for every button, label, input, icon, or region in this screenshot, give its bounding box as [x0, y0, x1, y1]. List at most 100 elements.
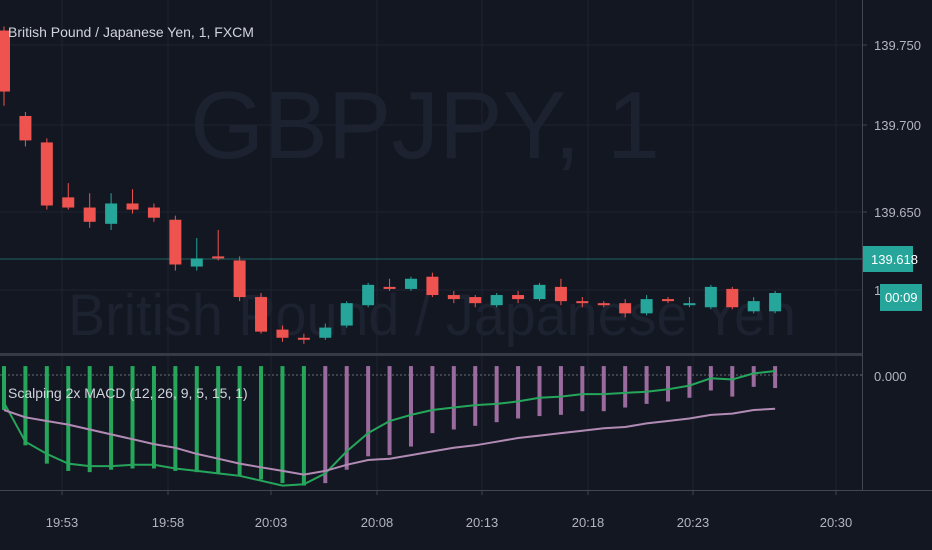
grid-lines — [0, 0, 862, 490]
candle-body — [340, 303, 353, 326]
pane-divider[interactable] — [0, 353, 862, 356]
candle-body — [640, 299, 653, 314]
macd-bar — [601, 366, 606, 412]
candle-body — [105, 203, 118, 224]
macd-bar — [323, 366, 328, 484]
candle-body — [597, 303, 610, 306]
macd-bar — [280, 366, 285, 484]
candle-body — [447, 295, 460, 300]
candle-body — [297, 337, 310, 340]
candle-body — [83, 207, 96, 222]
candle-body — [619, 303, 632, 314]
time-tick-label: 19:58 — [152, 515, 185, 530]
macd-line-green — [3, 370, 776, 487]
time-axis-border — [0, 490, 932, 491]
candle-body — [276, 329, 289, 338]
candle-body — [255, 297, 268, 332]
candle-body — [0, 30, 10, 92]
candle-body — [554, 286, 567, 302]
candle-body — [319, 327, 332, 338]
candle-body — [233, 260, 246, 298]
macd-bar — [666, 366, 671, 402]
macd-bar — [644, 366, 649, 404]
countdown-badge — [880, 284, 922, 311]
candle-body — [169, 219, 182, 265]
time-tick-label: 20:30 — [820, 515, 853, 530]
macd-bar — [259, 366, 264, 480]
macd-bar — [151, 366, 156, 469]
candle-body — [512, 295, 525, 300]
macd-line-purple — [3, 407, 776, 476]
macd-bar — [44, 366, 49, 464]
candle-body — [362, 284, 375, 306]
candle-body — [683, 303, 696, 306]
macd-histogram — [2, 366, 778, 486]
macd-bar — [773, 366, 778, 389]
candle-body — [62, 197, 75, 208]
time-axis[interactable]: 19:53 19:58 20:03 20:08 20:13 20:18 20:23 20:30 — [46, 490, 853, 530]
candle-body — [383, 286, 396, 289]
macd-bar — [87, 366, 92, 473]
time-tick-label: 20:18 — [572, 515, 605, 530]
time-tick-label: 20:23 — [677, 515, 710, 530]
macd-bar — [430, 366, 435, 434]
macd-bar — [623, 366, 628, 408]
macd-bar — [387, 366, 392, 456]
time-tick-label: 20:03 — [255, 515, 288, 530]
macd-signal-lines — [3, 370, 776, 487]
countdown-value: 00:09 — [885, 290, 918, 305]
macd-bar — [130, 366, 135, 469]
macd-bar — [173, 366, 178, 471]
price-tick-label: 139.650 — [874, 205, 921, 220]
time-tick-label: 20:08 — [361, 515, 394, 530]
macd-bar — [2, 366, 6, 410]
price-tick-label: 139.750 — [874, 38, 921, 53]
candle-body — [40, 142, 53, 206]
last-price-badge — [863, 246, 913, 272]
candle-body — [490, 295, 503, 306]
candle-body — [576, 301, 589, 304]
price-tick-label: 139.700 — [874, 118, 921, 133]
candlestick-series — [0, 26, 782, 344]
macd-bar — [237, 366, 242, 476]
macd-bar — [537, 366, 542, 417]
macd-bar — [494, 366, 499, 423]
last-price-value: 139.618 — [871, 252, 918, 267]
candle-body — [747, 301, 760, 312]
candle-body — [726, 288, 739, 308]
watermark-symbol: GBPJPY, 1 — [190, 72, 660, 179]
macd-bar — [408, 366, 413, 447]
time-tick-label: 20:13 — [466, 515, 499, 530]
macd-bar — [558, 366, 563, 415]
candle-body — [469, 297, 482, 304]
candle-body — [533, 284, 546, 300]
macd-zero-label: 0.000 — [874, 369, 907, 384]
candle-body — [404, 278, 417, 289]
macd-bar — [687, 366, 692, 398]
macd-bar — [109, 366, 114, 470]
chart-legend[interactable]: British Pound / Japanese Yen, 1, FXCM — [8, 24, 254, 40]
macd-bar — [301, 366, 306, 486]
candle-body — [769, 292, 782, 312]
macd-bar — [730, 366, 735, 397]
candle-body — [426, 276, 439, 296]
macd-bar — [23, 366, 28, 446]
macd-bar — [194, 366, 199, 473]
candle-body — [126, 203, 139, 210]
macd-bar — [751, 366, 756, 387]
macd-bar — [66, 366, 71, 471]
macd-bar — [344, 366, 349, 470]
macd-bar — [451, 366, 456, 430]
candle-body — [704, 286, 717, 308]
candle-body — [147, 207, 160, 218]
macd-bar — [580, 366, 585, 412]
macd-bar — [516, 366, 521, 419]
candle-body — [19, 115, 32, 141]
candle-body — [190, 258, 203, 267]
macd-bar — [216, 366, 221, 474]
indicator-legend[interactable]: Scalping 2x MACD (12, 26, 9, 5, 15, 1) — [8, 385, 248, 401]
macd-bar — [473, 366, 478, 426]
candle-body — [212, 256, 225, 259]
